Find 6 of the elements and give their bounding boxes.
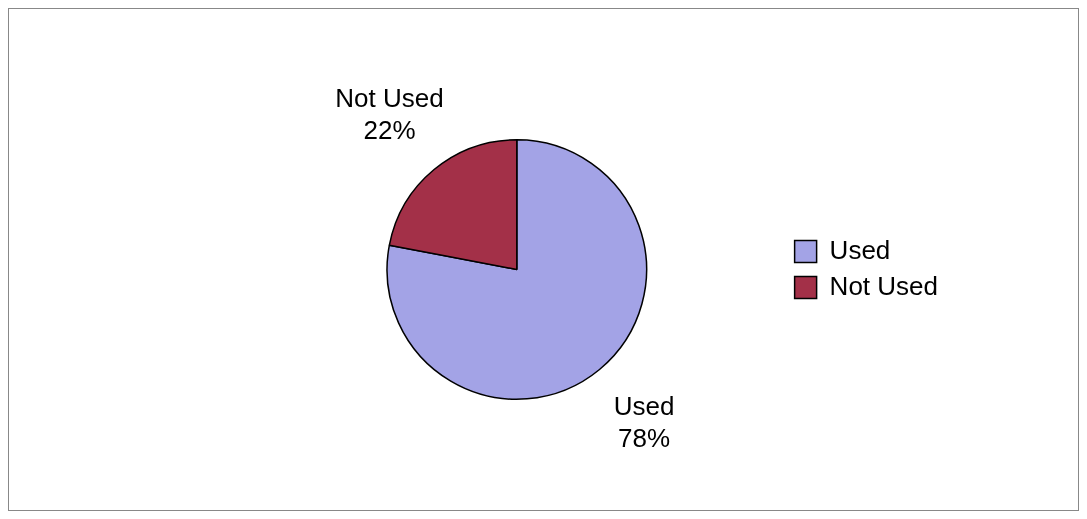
slice-label: Not Used <box>335 82 444 113</box>
legend-label: Not Used <box>829 270 939 301</box>
legend-label: Used <box>829 234 891 265</box>
slice-label: Used <box>613 390 675 421</box>
data-label: 78% <box>618 422 671 453</box>
data-label: 22% <box>363 114 416 145</box>
